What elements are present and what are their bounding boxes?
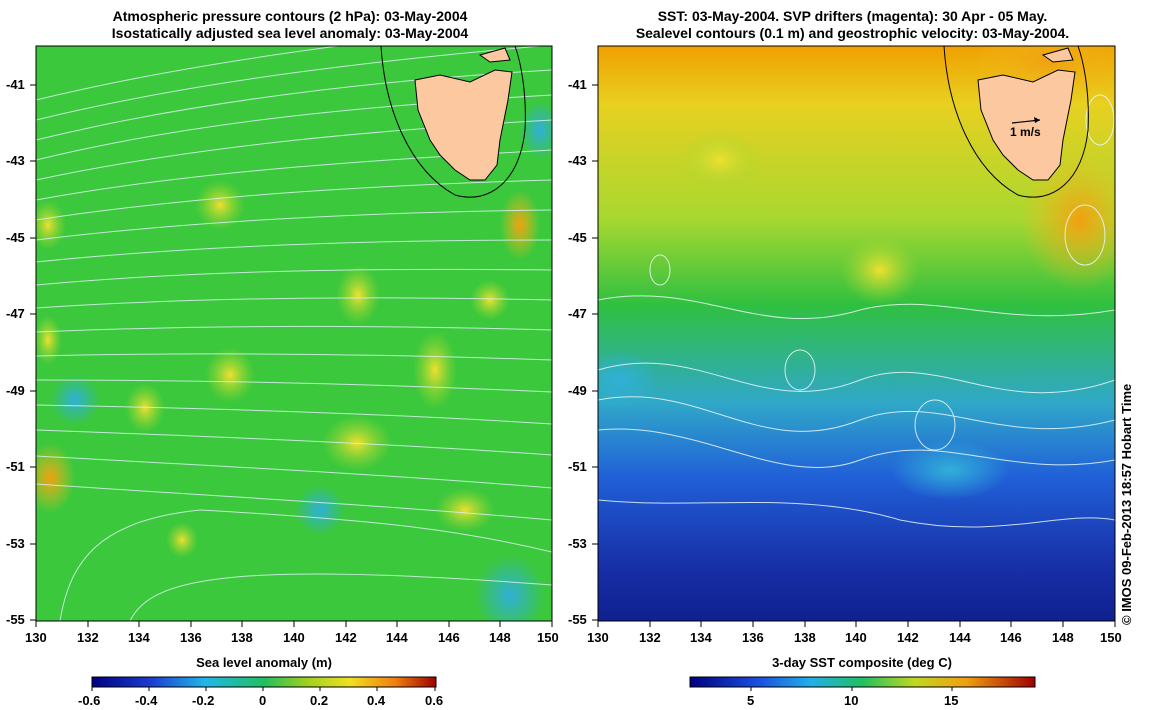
sla-colorbar-tick-label: 0 <box>259 693 267 708</box>
right-x-tick: 142 <box>897 630 919 645</box>
right-x-tick: 148 <box>1052 630 1074 645</box>
sealevel-contours <box>598 94 1115 528</box>
sla-colorbar-tick-label: -0.6 <box>78 693 101 708</box>
sla-colorbar-ticks <box>91 687 436 691</box>
sst-map <box>598 46 1115 621</box>
right-y-tick: -49 <box>568 383 587 398</box>
velocity-scale-arrow <box>1011 117 1041 124</box>
left-x-tick: 140 <box>283 630 305 645</box>
left-x-tick: 138 <box>231 630 253 645</box>
right-title-line1: SST: 03-May-2004. SVP drifters (magenta)… <box>657 8 1048 24</box>
right-x-tick: 130 <box>587 630 609 645</box>
pressure-contours <box>36 46 552 621</box>
left-x-tick: 146 <box>438 630 460 645</box>
right-x-tick: 140 <box>845 630 867 645</box>
sea-level-anomaly-map <box>36 46 552 621</box>
left-x-tick: 130 <box>25 630 47 645</box>
left-title-line2: Isostatically adjusted sea level anomaly… <box>111 25 469 41</box>
right-x-tick: 138 <box>794 630 816 645</box>
sst-colorbar-ticks <box>750 687 953 691</box>
sla-colorbar <box>91 676 437 688</box>
sst-colorbar-title: 3-day SST composite (deg C) <box>772 655 952 670</box>
left-y-tick: -55 <box>6 612 25 627</box>
right-y-tick: -45 <box>568 230 587 245</box>
right-x-tick: 132 <box>639 630 661 645</box>
right-x-tick: 150 <box>1100 630 1122 645</box>
sla-colorbar-tick-label: 0.6 <box>425 693 444 708</box>
left-x-tick: 132 <box>77 630 99 645</box>
left-y-tick: -43 <box>6 153 25 168</box>
left-y-tick: -41 <box>6 77 25 92</box>
velocity-scale-label: 1 m/s <box>1010 125 1041 139</box>
right-y-tick: -55 <box>568 612 587 627</box>
axis-ticks <box>30 84 1116 627</box>
left-x-tick: 136 <box>180 630 202 645</box>
sla-anomaly-patches <box>36 100 552 621</box>
left-x-tick: 150 <box>537 630 559 645</box>
right-title-line2: Sealevel contours (0.1 m) and geostrophi… <box>635 25 1070 41</box>
sla-colorbar-tick-label: -0.2 <box>192 693 215 708</box>
right-x-tick: 146 <box>1000 630 1022 645</box>
left-y-tick: -47 <box>6 306 25 321</box>
left-x-tick: 148 <box>489 630 511 645</box>
sla-colorbar-title: Sea level anomaly (m) <box>196 655 332 670</box>
sla-colorbar-tick-label: -0.4 <box>135 693 158 708</box>
tasmania-landmass-right <box>943 46 1089 198</box>
sst-colorbar-tick-label: 15 <box>944 693 959 708</box>
left-y-tick: -45 <box>6 230 25 245</box>
right-y-tick: -43 <box>568 153 587 168</box>
left-y-tick: -51 <box>6 459 25 474</box>
left-y-tick: -53 <box>6 536 25 551</box>
left-map-title: Atmospheric pressure contours (2 hPa): 0… <box>60 8 520 42</box>
imos-credit: © IMOS 09-Feb-2013 18:57 Hobart Time <box>1119 383 1134 625</box>
sst-colorbar <box>689 676 1036 688</box>
right-x-tick: 136 <box>742 630 764 645</box>
left-x-tick: 142 <box>335 630 357 645</box>
sst-colorbar-tick-label: 5 <box>747 693 755 708</box>
right-y-tick: -47 <box>568 306 587 321</box>
sla-colorbar-tick-label: 0.2 <box>310 693 329 708</box>
right-y-tick: -41 <box>568 77 587 92</box>
left-title-line1: Atmospheric pressure contours (2 hPa): 0… <box>112 8 468 24</box>
left-x-tick: 134 <box>128 630 150 645</box>
right-x-tick: 144 <box>949 630 971 645</box>
left-x-tick: 144 <box>386 630 408 645</box>
left-y-tick: -49 <box>6 383 25 398</box>
right-map-title: SST: 03-May-2004. SVP drifters (magenta)… <box>590 8 1115 42</box>
tasmania-landmass <box>380 46 526 198</box>
right-x-tick: 134 <box>690 630 712 645</box>
right-y-tick: -53 <box>568 536 587 551</box>
sla-colorbar-tick-label: 0.4 <box>367 693 386 708</box>
right-y-tick: -51 <box>568 459 587 474</box>
sst-colorbar-tick-label: 10 <box>844 693 859 708</box>
